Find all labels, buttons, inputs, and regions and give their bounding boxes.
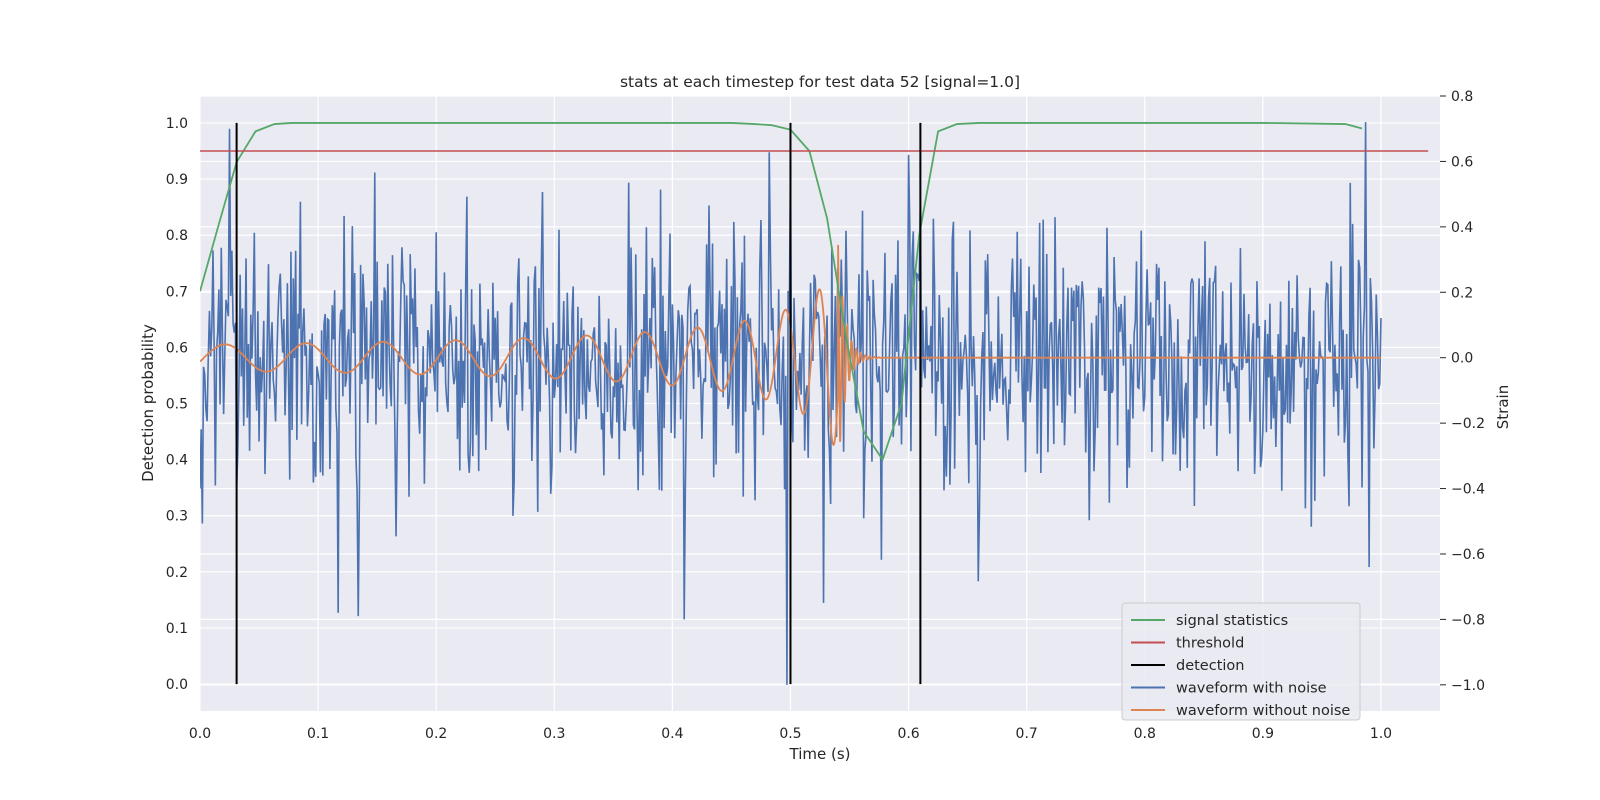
legend-label: threshold [1176, 636, 1244, 652]
x-tick-label: 0.9 [1252, 726, 1274, 742]
legend-box [1121, 602, 1361, 721]
y2-tick-label: 0.0 [1451, 351, 1473, 367]
y2-axis-label: Strain [1494, 385, 1512, 429]
x-tick-label: 1.0 [1370, 726, 1392, 742]
x-tick-label: 0.5 [779, 726, 801, 742]
x-tick-label: 0.3 [543, 726, 565, 742]
y-tick-label: 0.3 [166, 509, 188, 525]
legend-label: waveform without noise [1176, 703, 1350, 719]
y2-axis: −1.0 −0.8 −0.6 −0.4 −0.2 0.0 0.2 0.4 0.6 0.8 [1440, 89, 1485, 694]
legend: signal statistics threshold detection wavef… [1121, 602, 1361, 721]
y-tick-label: 0.6 [166, 340, 188, 356]
y2-tick-label: −1.0 [1451, 678, 1485, 694]
y-axis: 0.0 0.1 0.2 0.3 0.4 0.5 0.6 0.7 0.8 0.9 1.0 [166, 116, 188, 693]
x-tick-label: 0.1 [307, 726, 329, 742]
legend-label: signal statistics [1176, 613, 1288, 629]
plot-area [200, 122, 1429, 685]
x-axis-label: Time (s) [789, 745, 851, 763]
legend-label: waveform with noise [1176, 681, 1327, 697]
y-tick-label: 1.0 [166, 116, 188, 132]
y2-tick-label: 0.6 [1451, 154, 1473, 170]
x-tick-label: 0.8 [1134, 726, 1156, 742]
y-tick-label: 0.5 [166, 397, 188, 413]
y-tick-label: 0.0 [166, 677, 188, 693]
legend-label: detection [1176, 658, 1244, 674]
y-tick-label: 0.8 [166, 228, 188, 244]
y-tick-label: 0.9 [166, 172, 188, 188]
x-tick-label: 0.4 [661, 726, 683, 742]
series-layer [200, 122, 1429, 685]
x-tick-label: 0.6 [897, 726, 919, 742]
series-signal-statistics [200, 122, 1363, 462]
y2-tick-label: −0.4 [1451, 482, 1485, 498]
y-tick-label: 0.2 [166, 565, 188, 581]
x-tick-label: 0.7 [1016, 726, 1038, 742]
y-axis-label: Detection probability [139, 324, 157, 482]
x-tick-label: 0.0 [189, 726, 211, 742]
y2-tick-label: 0.8 [1451, 89, 1473, 105]
y2-tick-label: 0.2 [1451, 285, 1473, 301]
y2-tick-label: −0.6 [1451, 547, 1485, 563]
y2-tick-label: −0.2 [1451, 416, 1485, 432]
x-axis: 0.0 0.1 0.2 0.3 0.4 0.5 0.6 0.7 0.8 0.9 1.0 [189, 726, 1392, 742]
x-tick-label: 0.2 [425, 726, 447, 742]
y-tick-label: 0.7 [166, 284, 188, 300]
y2-tick-label: −0.8 [1451, 612, 1485, 628]
y-tick-label: 0.1 [166, 621, 188, 637]
y-tick-label: 0.4 [166, 453, 188, 469]
y2-tick-label: 0.4 [1451, 220, 1473, 236]
chart-title: stats at each timestep for test data 52 … [620, 73, 1020, 91]
